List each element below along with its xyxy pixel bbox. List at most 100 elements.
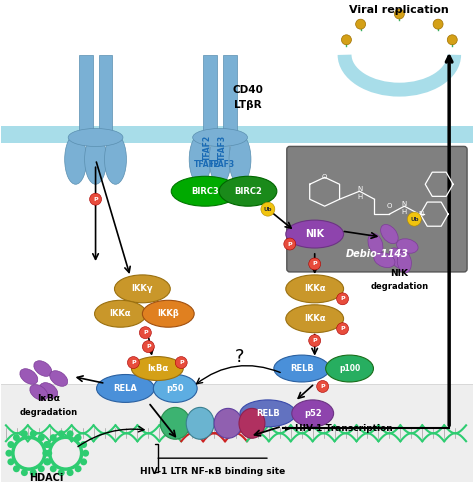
Ellipse shape — [209, 135, 231, 184]
Ellipse shape — [64, 135, 87, 184]
Text: TFAF3: TFAF3 — [209, 160, 235, 169]
Circle shape — [447, 35, 457, 45]
Circle shape — [139, 327, 151, 339]
Text: degradation: degradation — [370, 282, 428, 291]
Circle shape — [8, 441, 14, 448]
Ellipse shape — [97, 375, 155, 402]
Text: H: H — [401, 209, 407, 215]
Circle shape — [394, 9, 404, 19]
Text: TFAF3: TFAF3 — [218, 135, 227, 161]
Ellipse shape — [20, 369, 38, 384]
Circle shape — [58, 430, 65, 437]
Circle shape — [45, 450, 52, 457]
Ellipse shape — [389, 248, 406, 268]
Text: O: O — [322, 174, 328, 181]
Text: P: P — [340, 326, 345, 331]
Circle shape — [13, 434, 20, 441]
Ellipse shape — [142, 300, 194, 327]
Circle shape — [38, 434, 45, 441]
Text: P: P — [131, 360, 136, 365]
Bar — [1, 125, 473, 143]
Circle shape — [337, 323, 348, 334]
Ellipse shape — [397, 239, 418, 253]
Text: RELA: RELA — [113, 384, 137, 393]
Text: P: P — [146, 344, 151, 349]
Text: degradation: degradation — [20, 408, 78, 417]
Text: IκBα: IκBα — [147, 364, 168, 373]
Text: p52: p52 — [304, 409, 321, 418]
Circle shape — [5, 450, 12, 457]
Circle shape — [30, 430, 37, 437]
Ellipse shape — [95, 300, 146, 327]
Circle shape — [42, 450, 49, 457]
Circle shape — [67, 469, 73, 476]
Ellipse shape — [50, 371, 68, 386]
Circle shape — [337, 293, 348, 305]
Circle shape — [433, 19, 443, 29]
Circle shape — [309, 334, 321, 347]
Ellipse shape — [219, 176, 277, 206]
Text: BIRC2: BIRC2 — [234, 187, 262, 196]
Text: HIV-1 LTR NF-κB binding site: HIV-1 LTR NF-κB binding site — [140, 467, 286, 476]
Ellipse shape — [286, 305, 344, 333]
Circle shape — [43, 441, 50, 448]
Text: P: P — [312, 261, 317, 267]
Circle shape — [58, 469, 65, 476]
Text: RELB: RELB — [256, 409, 280, 418]
Text: ► HIV-1 Transcription: ► HIV-1 Transcription — [285, 424, 392, 433]
Text: N: N — [401, 201, 407, 207]
Circle shape — [261, 202, 275, 216]
Circle shape — [90, 193, 101, 205]
Text: P: P — [312, 338, 317, 343]
Bar — [99, 55, 112, 144]
Ellipse shape — [374, 253, 395, 268]
Circle shape — [44, 458, 51, 465]
Text: N: N — [357, 186, 362, 192]
Circle shape — [74, 434, 82, 441]
Ellipse shape — [30, 385, 48, 400]
Text: P: P — [179, 360, 183, 365]
Text: IKKα: IKKα — [109, 309, 131, 318]
Text: O: O — [387, 203, 392, 209]
Text: P: P — [340, 296, 345, 302]
Bar — [79, 55, 92, 144]
Circle shape — [30, 469, 37, 476]
Text: N: N — [419, 211, 424, 217]
Circle shape — [80, 458, 87, 465]
Text: H: H — [357, 194, 362, 200]
Ellipse shape — [229, 135, 251, 184]
Text: NIK: NIK — [305, 229, 324, 239]
Text: BIRC3: BIRC3 — [191, 187, 219, 196]
Ellipse shape — [34, 361, 52, 377]
Circle shape — [356, 19, 365, 29]
Circle shape — [44, 441, 51, 448]
Circle shape — [82, 450, 89, 457]
Circle shape — [407, 212, 421, 226]
Ellipse shape — [368, 233, 383, 255]
Ellipse shape — [105, 135, 127, 184]
Text: P: P — [143, 330, 148, 335]
Circle shape — [8, 458, 14, 465]
Text: P: P — [93, 197, 98, 202]
Circle shape — [21, 430, 28, 437]
Text: P: P — [287, 242, 292, 246]
Circle shape — [175, 357, 187, 368]
Text: p100: p100 — [339, 364, 360, 373]
Circle shape — [309, 258, 321, 270]
Ellipse shape — [214, 408, 242, 438]
Text: HDACi: HDACi — [29, 473, 64, 483]
Circle shape — [142, 341, 155, 353]
Ellipse shape — [286, 220, 344, 248]
Text: RELB: RELB — [290, 364, 314, 373]
Ellipse shape — [286, 275, 344, 303]
Text: IκBα: IκBα — [37, 394, 60, 403]
Ellipse shape — [292, 400, 334, 427]
Ellipse shape — [397, 251, 411, 273]
Text: IKKα: IKKα — [304, 284, 326, 293]
Text: Ub: Ub — [410, 217, 419, 222]
Circle shape — [50, 434, 57, 441]
Circle shape — [13, 465, 20, 472]
Ellipse shape — [68, 128, 123, 147]
Ellipse shape — [131, 357, 183, 380]
Text: Debio-1143: Debio-1143 — [346, 249, 409, 259]
